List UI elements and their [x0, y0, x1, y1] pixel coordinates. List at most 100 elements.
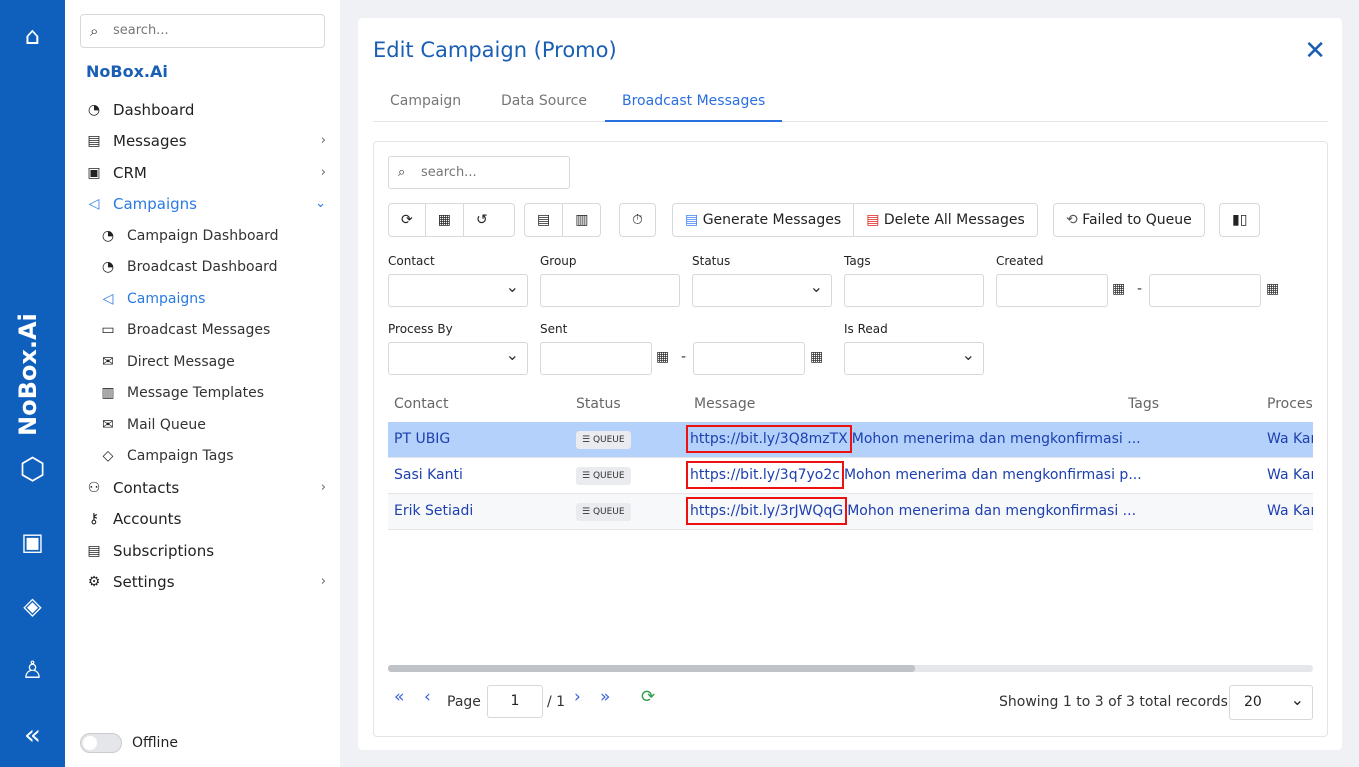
- repeat-icon: ⟲: [1066, 212, 1078, 228]
- sidebar-item-dashboard[interactable]: ◔ Dashboard: [65, 95, 340, 125]
- refresh-icon[interactable]: ⟳: [389, 204, 426, 236]
- gear-icon: ⚙: [87, 574, 101, 590]
- calendar-icon[interactable]: ▦: [1112, 281, 1126, 297]
- sidebar-item-accounts[interactable]: ⚷ Accounts: [65, 504, 340, 534]
- calendar-icon[interactable]: ▦: [656, 349, 670, 365]
- next-page-icon[interactable]: ›: [574, 687, 581, 707]
- receipt-icon: ▤: [87, 543, 101, 559]
- table-row[interactable]: Sasi Kanti ☰ QUEUE https://bit.ly/3q7yo2…: [388, 458, 1313, 494]
- filter-is-read-select[interactable]: [844, 342, 984, 375]
- first-page-icon[interactable]: «: [394, 687, 405, 707]
- col-status[interactable]: Status: [576, 396, 621, 412]
- translate-icon[interactable]: ▣: [21, 528, 44, 556]
- col-tags[interactable]: Tags: [1128, 396, 1159, 412]
- filter-group-label: Group: [540, 254, 577, 268]
- key-icon: ⚷: [88, 511, 100, 527]
- tab-campaign[interactable]: Campaign: [390, 93, 462, 109]
- filter-is-read-label: Is Read: [844, 322, 888, 336]
- filter-process-by-select[interactable]: [388, 342, 528, 375]
- page-input[interactable]: 1: [487, 685, 543, 718]
- filter-created-from[interactable]: [996, 274, 1108, 307]
- tab-data-source[interactable]: Data Source: [501, 93, 587, 109]
- delete-all-messages-button[interactable]: ▤ Delete All Messages: [866, 212, 1025, 228]
- excel-export-icon[interactable]: ▤: [525, 204, 564, 236]
- grid-search-input[interactable]: ⌕ search...: [388, 156, 570, 189]
- sidebar-item-direct-message[interactable]: ✉ Direct Message: [65, 347, 340, 377]
- undo-icon[interactable]: ↺: [475, 212, 488, 228]
- user-icon[interactable]: ♙: [21, 656, 44, 684]
- megaphone-icon: ◁: [88, 196, 100, 212]
- filter-status-label: Status: [692, 254, 731, 268]
- filter-sent-to[interactable]: [693, 342, 805, 375]
- org-name: NoBox.Ai: [86, 62, 168, 81]
- filter-process-by-label: Process By: [388, 322, 453, 336]
- filter-status-select[interactable]: [692, 274, 832, 307]
- calendar-icon[interactable]: ▦: [810, 349, 824, 365]
- collapse-icon[interactable]: «: [23, 718, 42, 751]
- message-icon: ▤: [87, 133, 101, 149]
- sidebar-item-messages[interactable]: ▤ Messages ›: [65, 126, 340, 156]
- message-cell: https://bit.ly/3Q8mzTX Mohon menerima dan…: [686, 422, 1141, 457]
- sidebar-item-campaign-dashboard[interactable]: ◔ Campaign Dashboard: [65, 221, 340, 251]
- paint-bucket-icon[interactable]: ◈: [23, 592, 42, 620]
- filter-created-label: Created: [996, 254, 1044, 268]
- icon-rail: ⌂ NoBox.Ai ⬡ ▣ ◈ ♙ «: [0, 0, 65, 767]
- short-url-link[interactable]: https://bit.ly/3rJWQqG: [686, 497, 848, 525]
- table-row[interactable]: Erik Setiadi ☰ QUEUE https://bit.ly/3rJW…: [388, 494, 1313, 530]
- sidebar-item-mail-queue[interactable]: ✉ Mail Queue: [65, 410, 340, 440]
- table-row[interactable]: PT UBIG ☰ QUEUE https://bit.ly/3Q8mzTX Mo…: [388, 422, 1313, 458]
- horizontal-scrollbar[interactable]: [388, 665, 1313, 672]
- sidebar-item-crm[interactable]: ▣ CRM ›: [65, 158, 340, 188]
- chevron-right-icon[interactable]: ›: [320, 133, 326, 148]
- calendar-icon[interactable]: ▦: [1266, 281, 1280, 297]
- brand-logo: NoBox.Ai: [14, 313, 42, 437]
- filter-tags-input[interactable]: [844, 274, 984, 307]
- sidebar-item-campaigns[interactable]: ◁ Campaigns: [65, 284, 340, 314]
- filter-sent-label: Sent: [540, 322, 568, 336]
- col-message[interactable]: Message: [694, 396, 756, 412]
- sidebar-item-campaign-tags[interactable]: ◇ Campaign Tags: [65, 441, 340, 471]
- offline-toggle[interactable]: [80, 733, 122, 753]
- close-icon[interactable]: ✕: [1304, 36, 1326, 66]
- export-group: ▤ ▥: [524, 203, 602, 237]
- filter-group-input[interactable]: [540, 274, 680, 307]
- failed-to-queue-button[interactable]: ⟲ Failed to Queue: [1066, 212, 1192, 228]
- reload-icon[interactable]: ⟳: [641, 687, 656, 707]
- prev-page-icon[interactable]: ‹: [424, 687, 431, 707]
- short-url-link[interactable]: https://bit.ly/3q7yo2c: [686, 461, 844, 489]
- chevron-right-icon[interactable]: ›: [320, 480, 326, 495]
- timer-icon[interactable]: ⏱: [632, 212, 643, 228]
- sidebar-item-contacts[interactable]: ⚇ Contacts ›: [65, 473, 340, 503]
- list-icon: ☰: [582, 507, 593, 517]
- sidebar-item-subscriptions[interactable]: ▤ Subscriptions: [65, 536, 340, 566]
- generate-messages-button[interactable]: ▤ Generate Messages: [673, 204, 855, 236]
- tab-bar: Campaign Data Source Broadcast Messages: [373, 88, 1328, 122]
- filter-created-to[interactable]: [1149, 274, 1261, 307]
- filter-sent-from[interactable]: [540, 342, 652, 375]
- range-dash: -: [681, 349, 687, 365]
- home-icon[interactable]: ⌂: [24, 22, 41, 50]
- chevron-right-icon[interactable]: ›: [320, 574, 326, 589]
- col-process-by[interactable]: Proces: [1267, 396, 1313, 412]
- range-dash: -: [1137, 281, 1143, 297]
- filter-contact-select[interactable]: [388, 274, 528, 307]
- table-icon[interactable]: ▦: [426, 204, 464, 236]
- sidebar: ⌕ search... NoBox.Ai ◔ Dashboard ▤ Messag…: [65, 0, 340, 767]
- short-url-link[interactable]: https://bit.ly/3Q8mzTX: [686, 425, 852, 453]
- sidebar-item-campaigns[interactable]: ◁ Campaigns ⌄: [65, 189, 340, 219]
- tab-broadcast-messages[interactable]: Broadcast Messages: [605, 88, 783, 122]
- sidebar-search-input[interactable]: ⌕ search...: [80, 14, 325, 48]
- sidebar-item-broadcast-dashboard[interactable]: ◔ Broadcast Dashboard: [65, 252, 340, 282]
- tag-icon: ◇: [102, 448, 114, 464]
- sidebar-item-message-templates[interactable]: ▥ Message Templates: [65, 378, 340, 408]
- last-page-icon[interactable]: »: [600, 687, 611, 707]
- bar-chart-icon[interactable]: ▮▯: [1232, 212, 1248, 228]
- sidebar-item-broadcast-messages[interactable]: ▭ Broadcast Messages: [65, 315, 340, 345]
- col-contact[interactable]: Contact: [394, 396, 449, 412]
- chevron-right-icon[interactable]: ›: [320, 165, 326, 180]
- sidebar-item-settings[interactable]: ⚙ Settings ›: [65, 567, 340, 597]
- mail-icon: ✉: [102, 417, 114, 433]
- chevron-down-icon[interactable]: ⌄: [315, 196, 326, 211]
- pdf-export-icon[interactable]: ▥: [575, 212, 589, 228]
- page-size-select[interactable]: 20: [1229, 683, 1313, 720]
